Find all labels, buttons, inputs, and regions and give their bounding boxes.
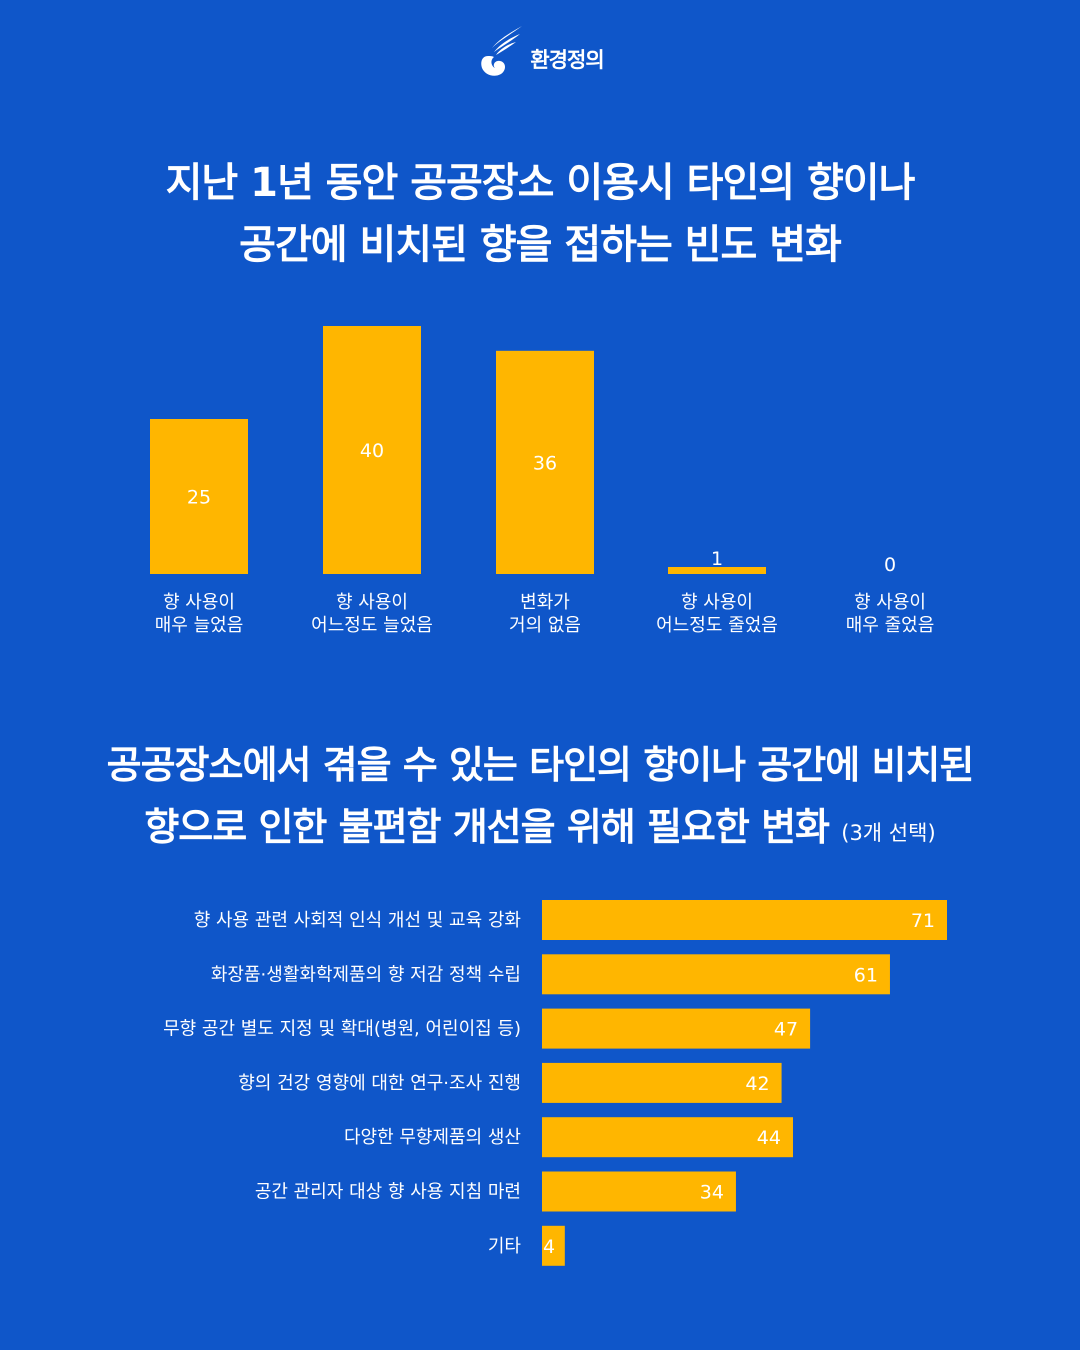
data-label: 36 [533, 452, 557, 474]
data-label: 25 [187, 487, 211, 509]
data-label: 44 [757, 1127, 781, 1149]
chart2-title-line: 향으로 인한 불편함 개선을 위해 필요한 변화 [144, 805, 830, 849]
category-label: 향 사용이 [681, 592, 753, 613]
bar [542, 1171, 736, 1212]
bar [150, 419, 248, 574]
category-label: 향의 건강 영향에 대한 연구·조사 진행 [238, 1073, 521, 1094]
data-label: 42 [745, 1073, 769, 1095]
category-label: 기타 [488, 1236, 522, 1257]
chart1-title-line: 공간에 비치된 향을 접하는 빈도 변화 [239, 222, 842, 268]
category-label: 매우 줄었음 [846, 615, 935, 636]
chart2-title-note: (3개 선택) [841, 821, 936, 845]
category-label: 다양한 무향제품의 생산 [344, 1127, 521, 1148]
data-label: 34 [700, 1182, 724, 1204]
bar [496, 350, 594, 574]
data-label: 0 [884, 554, 896, 576]
data-label: 1 [711, 548, 723, 570]
category-label: 어느정도 줄었음 [656, 615, 778, 636]
data-label: 71 [911, 910, 935, 932]
bar [542, 1008, 811, 1049]
category-label: 공간 관리자 대상 향 사용 지침 마련 [255, 1182, 521, 1203]
bar [542, 1117, 793, 1158]
category-label: 변화가 [520, 592, 570, 613]
chart2-title-line: 공공장소에서 겪을 수 있는 타인의 향이나 공간에 비치된 [106, 743, 975, 787]
bar [542, 900, 947, 940]
brand-logo: 환경정의 [0, 22, 1080, 80]
category-label: 향 사용이 [163, 592, 235, 613]
category-label: 향 사용이 [854, 592, 926, 613]
chart1-title-line: 지난 1년 동안 공공장소 이용시 타인의 향이나 [165, 160, 916, 206]
bar [542, 1062, 782, 1103]
brand-name: 환경정의 [530, 48, 604, 72]
bar [668, 567, 766, 574]
category-label: 향 사용 관련 사회적 인식 개선 및 교육 강화 [194, 910, 521, 931]
category-label: 매우 늘었음 [155, 615, 244, 636]
needed-changes-bar-chart: 71 향 사용 관련 사회적 인식 개선 및 교육 강화 61 화장품·생활화학제품의… [163, 900, 947, 1266]
bird-swirl-icon [481, 26, 523, 76]
data-label: 4 [543, 1236, 555, 1258]
chart1-title: 지난 1년 동안 공공장소 이용시 타인의 향이나 공간에 비치된 향을 접하는… [0, 152, 1080, 276]
bar [542, 1225, 565, 1266]
category-label: 거의 없음 [509, 615, 581, 636]
category-label: 화장품·생활화학제품의 향 저감 정책 수립 [211, 964, 521, 985]
category-label: 어느정도 늘었음 [311, 615, 433, 636]
bar [323, 326, 421, 574]
category-label: 향 사용이 [336, 592, 408, 613]
data-label: 47 [774, 1019, 798, 1041]
data-label: 40 [360, 440, 384, 462]
data-label: 61 [854, 964, 878, 986]
category-label: 무향 공간 별도 지정 및 확대(병원, 어린이집 등) [163, 1019, 521, 1040]
bar [542, 954, 890, 995]
chart2-title: 공공장소에서 겪을 수 있는 타인의 향이나 공간에 비치된 향으로 인한 불편… [0, 734, 1080, 864]
